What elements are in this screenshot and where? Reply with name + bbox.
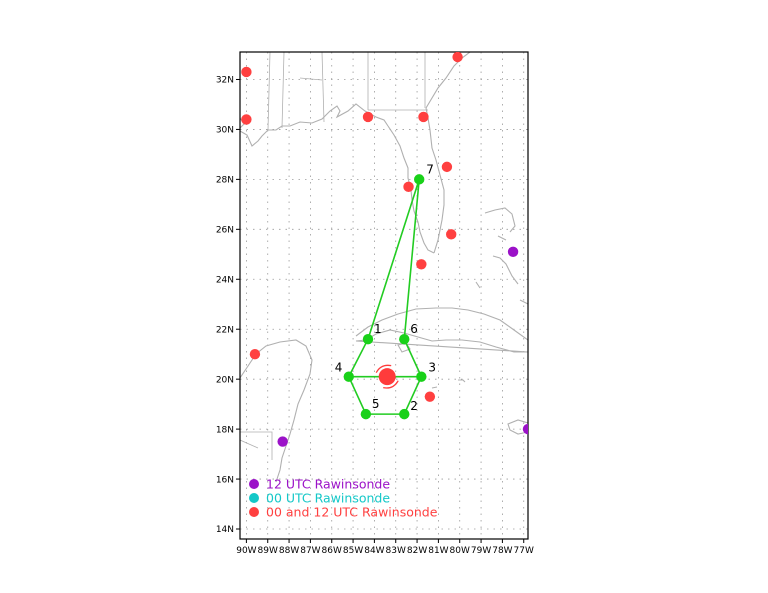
lat-tick-label: 22N bbox=[216, 325, 234, 335]
lat-tick-label: 20N bbox=[216, 375, 234, 385]
lat-tick-label: 30N bbox=[216, 126, 234, 136]
legend-marker bbox=[249, 507, 259, 517]
jamaica bbox=[507, 419, 528, 435]
drop-point-marker bbox=[360, 408, 372, 420]
lat-tick-label: 18N bbox=[216, 425, 234, 435]
drop-point-label: 6 bbox=[410, 322, 418, 336]
lon-tick-label: 82W bbox=[407, 546, 427, 556]
hurricane-symbol-arm bbox=[375, 364, 392, 373]
legend-label: 00 UTC Rawinsonde bbox=[266, 491, 390, 506]
drop-point-marker bbox=[343, 371, 354, 382]
cayman-islands bbox=[431, 379, 466, 389]
lon-tick-label: 88W bbox=[279, 546, 299, 556]
rawinsonde-12-marker bbox=[522, 423, 528, 435]
rawinsonde-12-marker bbox=[277, 436, 288, 447]
coastlines bbox=[240, 52, 528, 483]
hurricane-symbol-arm bbox=[383, 380, 399, 389]
rawinsonde-12-marker bbox=[507, 246, 519, 257]
legend-label: 12 UTC Rawinsonde bbox=[266, 477, 390, 492]
lat-tick-label: 28N bbox=[216, 176, 234, 186]
yucatan-inland bbox=[240, 431, 273, 460]
lat-tick-label: 24N bbox=[216, 275, 234, 285]
lon-tick-label: 80W bbox=[450, 546, 470, 556]
lat-tick-label: 16N bbox=[216, 475, 234, 485]
lon-tick-label: 84W bbox=[364, 546, 384, 556]
observations bbox=[241, 52, 528, 447]
rawinsonde-00-12-marker bbox=[241, 114, 252, 125]
storm-center-marker bbox=[378, 368, 396, 386]
drop-point-label: 3 bbox=[428, 361, 436, 375]
drop-point-marker bbox=[399, 334, 410, 345]
drop-point-label: 1 bbox=[374, 322, 382, 336]
rawinsonde-00-12-marker bbox=[424, 391, 436, 402]
coastline-florida-west bbox=[387, 125, 435, 254]
lon-tick-label: 81W bbox=[428, 546, 448, 556]
drop-point-labels: 1 2 3 4 5 6 7 bbox=[335, 162, 436, 413]
drop-point-label: 7 bbox=[426, 162, 434, 176]
rawinsonde-00-12-marker bbox=[416, 259, 427, 270]
lon-tick-label: 85W bbox=[343, 546, 363, 556]
rawinsonde-00-12-marker bbox=[403, 181, 414, 193]
lon-tick-label: 78W bbox=[492, 546, 512, 556]
coastline-florida-east bbox=[425, 107, 445, 254]
lon-tick-label: 89W bbox=[258, 546, 278, 556]
rawinsonde-00-12-marker bbox=[418, 111, 429, 123]
drop-point-label: 2 bbox=[410, 399, 418, 413]
drop-point-marker bbox=[414, 174, 425, 185]
rawinsonde-00-12-marker bbox=[249, 348, 261, 360]
state-lines bbox=[267, 52, 428, 131]
drop-point-label: 5 bbox=[372, 397, 380, 411]
drop-point-label: 4 bbox=[335, 361, 343, 375]
yucatan bbox=[240, 339, 313, 483]
legend-label: 00 and 12 UTC Rawinsonde bbox=[266, 505, 438, 520]
coastline-gulf-states bbox=[240, 103, 389, 147]
lat-tick-label: 14N bbox=[216, 525, 234, 535]
rawinsonde-00-12-marker bbox=[441, 161, 453, 173]
drop-point-marker bbox=[399, 408, 410, 420]
lon-tick-label: 86W bbox=[322, 546, 342, 556]
bahamas bbox=[475, 207, 528, 305]
lat-tick-label: 26N bbox=[216, 226, 234, 236]
legend-marker bbox=[249, 479, 259, 489]
legend-marker bbox=[249, 493, 259, 503]
rawinsonde-00-12-marker bbox=[446, 229, 457, 240]
lat-tick-label: 32N bbox=[216, 76, 234, 86]
lon-tick-label: 79W bbox=[471, 546, 491, 556]
lon-tick-label: 87W bbox=[300, 546, 320, 556]
rawinsonde-00-12-marker bbox=[362, 111, 374, 123]
rawinsonde-00-12-marker bbox=[241, 66, 252, 78]
lon-tick-label: 83W bbox=[386, 546, 406, 556]
lon-tick-label: 77W bbox=[514, 546, 534, 556]
plot-frame bbox=[239, 51, 529, 540]
rawinsonde-00-12-marker bbox=[452, 52, 463, 63]
flight-track bbox=[347, 179, 423, 415]
drop-point-marker bbox=[362, 334, 374, 345]
plot-background bbox=[240, 52, 528, 539]
drop-point-marker bbox=[416, 371, 427, 382]
lon-tick-label: 90W bbox=[236, 546, 256, 556]
